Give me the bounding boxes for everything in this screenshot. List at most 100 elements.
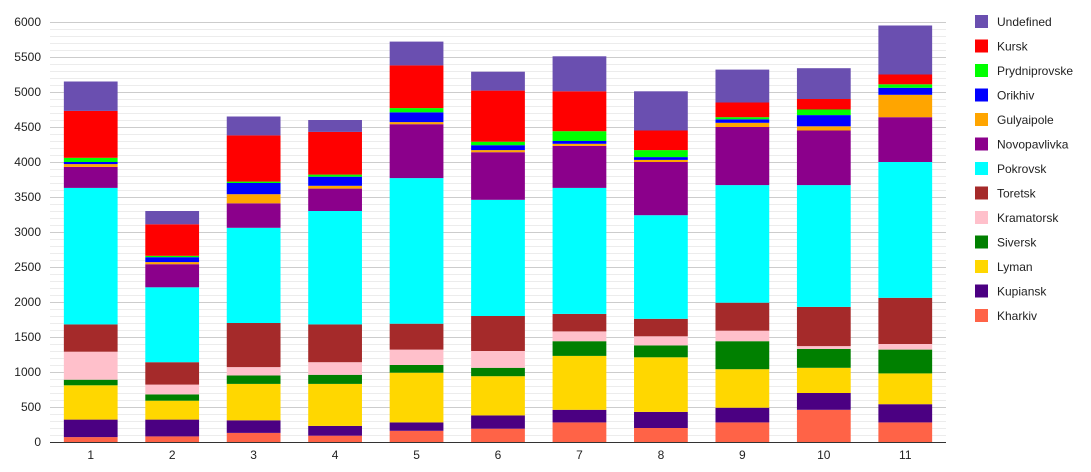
bar-segment-kramatorsk-7 bbox=[552, 331, 607, 342]
legend-swatch-pokrovsk bbox=[975, 162, 988, 175]
bar-segment-toretsk-7 bbox=[552, 313, 607, 332]
x-tick-label: 5 bbox=[413, 448, 420, 462]
bar-segment-undefined-4 bbox=[308, 120, 362, 132]
x-tick-label: 9 bbox=[739, 448, 746, 462]
legend-label-pokrovsk: Pokrovsk bbox=[997, 162, 1047, 176]
bar-segment-kharkiv-1 bbox=[63, 437, 118, 442]
legend-swatch-kharkiv bbox=[975, 309, 988, 322]
bar-segment-novopavlivka-1 bbox=[63, 166, 118, 188]
bar-segment-kupiansk-3 bbox=[226, 420, 281, 433]
bar-segment-kursk-5 bbox=[389, 65, 444, 109]
legend-swatch-orikhiv bbox=[975, 88, 988, 102]
bar-segment-kupiansk-9 bbox=[715, 407, 770, 423]
legend-label-lyman: Lyman bbox=[997, 260, 1033, 274]
y-tick-label: 3000 bbox=[14, 225, 41, 239]
legend-swatch-kupiansk bbox=[975, 284, 988, 298]
bar-segment-kharkiv-11 bbox=[878, 422, 933, 442]
bar-segment-kupiansk-6 bbox=[471, 415, 525, 429]
bar-segment-gulyaipole-9 bbox=[715, 122, 770, 127]
bar-segment-orikhiv-7 bbox=[552, 141, 607, 144]
y-tick-label: 4500 bbox=[14, 120, 41, 134]
bar-segment-lyman-3 bbox=[226, 383, 281, 421]
bar-segment-pokrovsk-11 bbox=[878, 162, 933, 298]
bar-segment-toretsk-11 bbox=[878, 297, 933, 344]
bar-segment-gulyaipole-5 bbox=[389, 122, 444, 125]
legend-label-kupiansk: Kupiansk bbox=[997, 285, 1047, 299]
x-tick-label: 10 bbox=[817, 448, 831, 462]
bar-segment-orikhiv-2 bbox=[145, 257, 200, 263]
bar-segment-kursk-2 bbox=[145, 224, 200, 256]
bar-segment-siversk-5 bbox=[389, 365, 444, 373]
bar-segment-lyman-1 bbox=[63, 385, 118, 420]
legend-swatch-kursk bbox=[975, 39, 988, 53]
bar-segment-kursk-8 bbox=[634, 130, 688, 151]
bar-segment-gulyaipole-7 bbox=[552, 143, 607, 146]
bar-segment-toretsk-9 bbox=[715, 302, 770, 331]
bar-segment-orikhiv-1 bbox=[63, 162, 118, 165]
bar-segment-undefined-1 bbox=[63, 81, 118, 111]
bar-segment-orikhiv-6 bbox=[471, 145, 525, 151]
bar-segment-pokrovsk-4 bbox=[308, 211, 362, 325]
bar-segment-undefined-6 bbox=[471, 71, 525, 91]
bar-segment-kursk-7 bbox=[552, 91, 607, 132]
bar-segment-novopavlivka-2 bbox=[145, 264, 200, 288]
bar-segment-lyman-6 bbox=[471, 376, 525, 416]
x-tick-label: 11 bbox=[899, 448, 912, 462]
x-tick-label: 3 bbox=[250, 448, 257, 462]
bar-segment-kupiansk-4 bbox=[308, 425, 362, 436]
bar-segment-orikhiv-3 bbox=[226, 183, 281, 195]
bar-segment-kharkiv-10 bbox=[796, 409, 851, 442]
bar-segment-kursk-10 bbox=[796, 99, 851, 110]
legend-swatch-siversk bbox=[975, 235, 988, 249]
bar-segment-kupiansk-7 bbox=[552, 409, 607, 423]
y-tick-label: 6000 bbox=[14, 15, 41, 29]
bar-segment-siversk-3 bbox=[226, 375, 281, 384]
y-tick-label: 0 bbox=[34, 435, 41, 449]
bar-segment-kursk-1 bbox=[63, 110, 118, 158]
bar-segment-kharkiv-4 bbox=[308, 435, 362, 442]
bar-segment-novopavlivka-11 bbox=[878, 117, 933, 162]
bar-segment-prydniprovske-3 bbox=[226, 181, 281, 183]
y-tick-label: 1000 bbox=[14, 365, 41, 379]
bar-segment-siversk-1 bbox=[63, 379, 118, 386]
bar-segment-gulyaipole-4 bbox=[308, 185, 362, 189]
bar-segment-toretsk-1 bbox=[63, 324, 118, 352]
legend-label-gulyaipole: Gulyaipole bbox=[997, 113, 1054, 127]
bar-segment-lyman-10 bbox=[796, 367, 851, 393]
y-tick-label: 2000 bbox=[14, 295, 41, 309]
bar-segment-pokrovsk-6 bbox=[471, 199, 525, 316]
bar-segment-undefined-3 bbox=[226, 116, 281, 136]
bar-segment-orikhiv-11 bbox=[878, 87, 933, 95]
bar-segment-prydniprovske-6 bbox=[471, 141, 525, 146]
x-tick-label: 7 bbox=[576, 448, 583, 462]
x-tick-label: 6 bbox=[495, 448, 502, 462]
bar-segment-gulyaipole-10 bbox=[796, 126, 851, 131]
bar-segment-prydniprovske-10 bbox=[796, 109, 851, 116]
legend: Undefined Kursk Prydniprovske Orikhiv Gulyai… bbox=[975, 15, 1073, 323]
bar-segment-prydniprovske-8 bbox=[634, 150, 688, 158]
bar-segment-undefined-11 bbox=[878, 25, 933, 75]
bar-segment-kupiansk-10 bbox=[796, 393, 851, 410]
legend-swatch-novopavlivka bbox=[975, 137, 988, 151]
bar-segment-undefined-5 bbox=[389, 41, 444, 66]
bar-segment-kupiansk-11 bbox=[878, 404, 933, 423]
bar-segment-gulyaipole-11 bbox=[878, 94, 933, 118]
bar-segment-novopavlivka-6 bbox=[471, 152, 525, 200]
bar-segment-undefined-7 bbox=[552, 56, 607, 92]
bar-segment-toretsk-6 bbox=[471, 316, 525, 351]
bar-segment-toretsk-5 bbox=[389, 323, 444, 350]
bar-segment-gulyaipole-3 bbox=[226, 194, 281, 204]
bar-segment-lyman-9 bbox=[715, 369, 770, 408]
bar-segment-prydniprovske-1 bbox=[63, 157, 118, 162]
bar-segment-orikhiv-5 bbox=[389, 112, 444, 123]
bar-segment-kramatorsk-8 bbox=[634, 336, 688, 346]
bar-segment-kramatorsk-9 bbox=[715, 330, 770, 342]
y-tick-label: 5500 bbox=[14, 50, 41, 64]
bar-segment-kramatorsk-2 bbox=[145, 384, 200, 395]
bar-segment-siversk-4 bbox=[308, 374, 362, 384]
y-tick-label: 4000 bbox=[14, 155, 41, 169]
bar-segment-toretsk-4 bbox=[308, 324, 362, 363]
bar-segment-prydniprovske-11 bbox=[878, 84, 933, 88]
bar-segment-lyman-7 bbox=[552, 355, 607, 410]
bar-segment-undefined-2 bbox=[145, 211, 200, 225]
